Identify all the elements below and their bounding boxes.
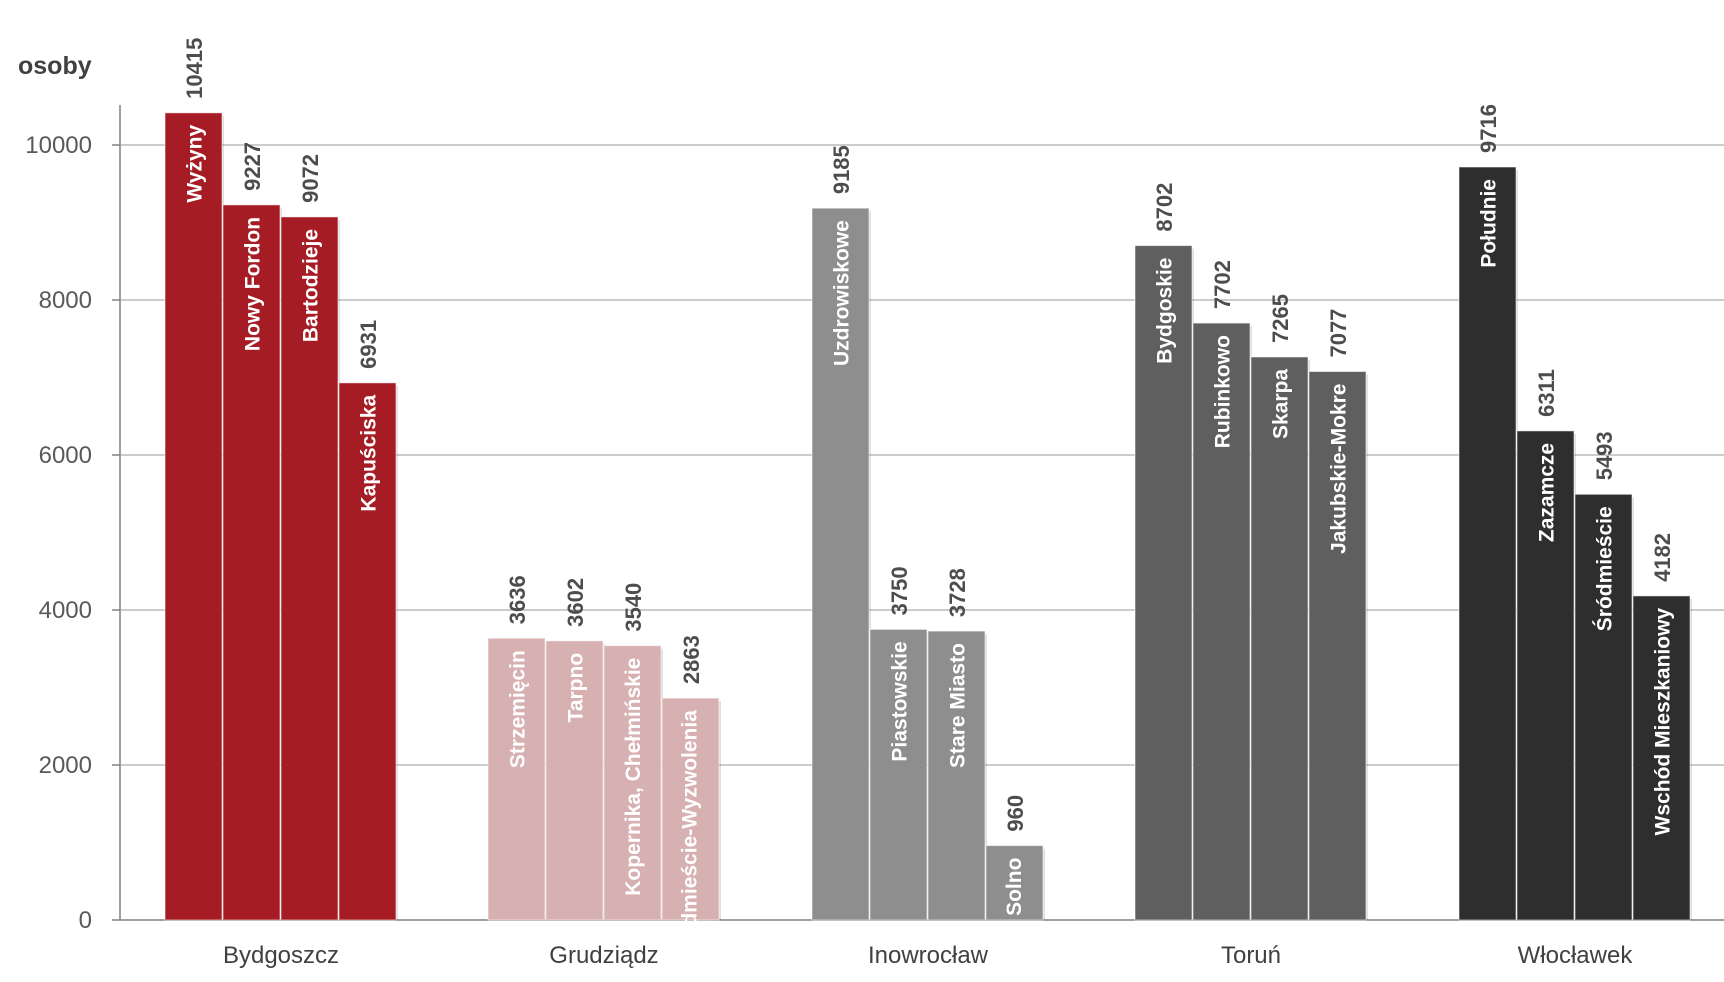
bar-category-label: Śródmieście-Wyzwolenia <box>677 710 701 961</box>
y-axis-title: osoby <box>18 52 92 80</box>
bar-value-label: 6931 <box>356 320 381 369</box>
bar <box>487 637 546 921</box>
bar <box>603 645 662 921</box>
bar-category-label: Bydgoskie <box>1154 258 1177 364</box>
x-group-label: Toruń <box>1221 942 1281 969</box>
bar-value-label: 3636 <box>505 575 530 624</box>
bar-value-label: 9185 <box>829 145 854 194</box>
bar <box>985 845 1044 921</box>
y-tick-label: 8000 <box>39 287 92 314</box>
bar <box>280 216 339 921</box>
bar <box>811 207 870 921</box>
bar-value-label: 2863 <box>679 635 704 684</box>
bar-value-label: 8702 <box>1152 183 1177 232</box>
bar <box>164 112 223 921</box>
bar-category-label: Zazamcze <box>1536 443 1559 542</box>
x-group-label: Inowrocław <box>868 942 989 969</box>
bar <box>1516 430 1575 921</box>
bar-value-label: 9716 <box>1476 104 1501 153</box>
bar <box>545 640 604 921</box>
bar-category-label: Piastowskie <box>889 641 912 761</box>
bar-category-label: Bartodzieje <box>300 229 323 342</box>
bar-category-label: Jakubskie-Mokre <box>1328 384 1351 554</box>
bar-category-label: Stare Miasto <box>947 643 970 768</box>
bar-category-label: Wschód Mieszkaniowy <box>1652 608 1675 836</box>
y-tick-label: 10000 <box>25 132 92 159</box>
bar-category-label: Strzemięcin <box>507 650 530 768</box>
bar-category-label: Solno <box>1003 858 1026 916</box>
x-group-label: Grudziądz <box>549 942 658 969</box>
bar <box>869 628 928 921</box>
bar-category-label: Wyżyny <box>184 125 207 203</box>
y-tick-label: 4000 <box>39 597 92 624</box>
bar-category-label: Rubinkowo <box>1212 335 1235 448</box>
bar <box>1632 595 1691 921</box>
bar-value-label: 9227 <box>240 142 265 191</box>
bar-value-label: 3602 <box>563 578 588 627</box>
bar-value-label: 10415 <box>182 38 207 99</box>
bar-value-label: 9072 <box>298 154 323 203</box>
bar <box>222 204 281 921</box>
bar-category-label: Południe <box>1478 179 1501 268</box>
bar <box>1250 356 1309 921</box>
bar-category-label: Tarpno <box>565 653 588 723</box>
bar <box>338 382 397 921</box>
bar-value-label: 7702 <box>1210 260 1235 309</box>
bar <box>1574 493 1633 921</box>
bar <box>661 697 720 921</box>
x-group-label: Włocławek <box>1518 942 1634 969</box>
bar-category-label: Uzdrowiskowe <box>831 220 854 366</box>
x-group-label: Bydgoszcz <box>223 942 339 969</box>
bars <box>164 112 1692 921</box>
bar-value-label: 7077 <box>1326 309 1351 358</box>
bar-value-label: 3750 <box>887 566 912 615</box>
bar-category-label: Kapuściska <box>358 395 381 512</box>
bar-value-label: 5493 <box>1592 431 1617 480</box>
bar-value-label: 3540 <box>621 583 646 632</box>
bar-category-label: Śródmieście <box>1593 506 1617 631</box>
bar-value-label: 6311 <box>1534 369 1559 417</box>
bar-category-label: Skarpa <box>1270 369 1293 439</box>
bar-value-label: 3728 <box>945 568 970 617</box>
bar-category-label: Kopernika, Chełmińskie <box>622 658 645 896</box>
labels: 0 2000 4000 6000 8000 10000 10415 Wyżyny 9227 Now… <box>25 38 1675 969</box>
bar <box>1308 371 1367 921</box>
y-tick-label: 2000 <box>39 752 92 779</box>
bar-value-label: 4182 <box>1650 533 1675 582</box>
bar-value-label: 7265 <box>1268 294 1293 343</box>
bar <box>1134 245 1193 921</box>
bar-category-label: Nowy Fordon <box>242 217 265 351</box>
bar <box>1192 322 1251 921</box>
y-tick-label: 0 <box>79 907 92 934</box>
bar <box>927 630 986 921</box>
y-tick-label: 6000 <box>39 442 92 469</box>
bar <box>1458 166 1517 921</box>
bar-value-label: 960 <box>1003 795 1028 832</box>
